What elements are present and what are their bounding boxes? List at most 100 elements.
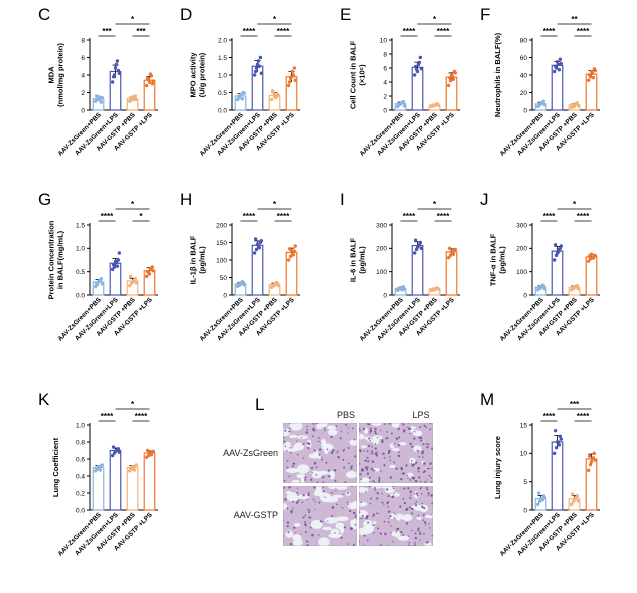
data-point bbox=[559, 61, 564, 66]
data-point bbox=[451, 77, 456, 81]
significance-label: ** bbox=[571, 15, 578, 24]
data-point bbox=[413, 238, 418, 242]
data-point bbox=[556, 62, 561, 67]
chart-panel-D: D MPO activity(U/g protein) 0.0 0.5 1.0 1.5 2.… bbox=[180, 5, 300, 158]
y-tick-label: 15 bbox=[520, 422, 528, 429]
data-point bbox=[576, 287, 581, 291]
y-tick-label: 300 bbox=[376, 222, 387, 229]
y-axis-label: Lung Coefficient bbox=[51, 437, 60, 497]
data-point bbox=[276, 93, 281, 98]
data-point bbox=[593, 68, 598, 73]
data-point bbox=[536, 491, 541, 495]
data-point bbox=[412, 73, 417, 77]
y-axis-label: Protein Concentrationin BALF(mg/mL) bbox=[47, 220, 65, 299]
data-point bbox=[116, 68, 121, 73]
data-point bbox=[587, 454, 592, 458]
significance-label: **** bbox=[243, 27, 256, 36]
y-tick-label: 200 bbox=[516, 246, 527, 253]
data-point bbox=[98, 278, 103, 282]
data-point bbox=[117, 251, 122, 255]
data-point bbox=[398, 285, 403, 290]
row-label-zsgreen: AAV-ZsGreen bbox=[223, 448, 278, 458]
data-point bbox=[110, 453, 115, 458]
data-point bbox=[576, 499, 581, 503]
data-point bbox=[117, 71, 122, 75]
panel-label: M bbox=[480, 390, 494, 409]
bar bbox=[445, 76, 458, 111]
data-point bbox=[254, 247, 259, 252]
data-point bbox=[557, 68, 562, 72]
data-point bbox=[419, 67, 424, 71]
significance-label: **** bbox=[577, 212, 590, 221]
data-point bbox=[540, 498, 545, 502]
chart-panel-H: HIL-1β in BALF(pg/mL)050100150200AAV-ZsG… bbox=[180, 190, 300, 343]
data-point bbox=[286, 258, 291, 262]
data-point bbox=[253, 69, 258, 74]
bar bbox=[585, 458, 598, 511]
y-axis-label: MDA(nmol/mg protein) bbox=[47, 43, 65, 107]
data-point bbox=[289, 248, 294, 252]
chart-panel-G: G Protein Concentrationin BALF(mg/mL) 0.0 0… bbox=[38, 190, 158, 343]
y-tick-label: 2 bbox=[383, 93, 387, 100]
significance-label: * bbox=[433, 15, 437, 24]
data-point bbox=[100, 282, 105, 286]
data-point bbox=[98, 468, 103, 472]
y-tick-label: 0 bbox=[523, 507, 527, 514]
data-point bbox=[290, 69, 295, 74]
y-tick-label: 150 bbox=[216, 240, 227, 247]
bar bbox=[92, 466, 105, 511]
data-point bbox=[540, 283, 545, 287]
y-tick-label: 1.5 bbox=[218, 55, 227, 62]
significance-label: * bbox=[131, 15, 135, 24]
y-tick-label: 60 bbox=[520, 55, 528, 62]
significance-label: * bbox=[139, 212, 143, 221]
y-tick-label: 40 bbox=[520, 72, 528, 79]
panel-label: H bbox=[180, 190, 192, 209]
y-tick-label: 8 bbox=[81, 37, 85, 44]
data-point bbox=[145, 269, 150, 274]
significance-label: **** bbox=[437, 27, 450, 36]
y-tick-label: 0 bbox=[383, 292, 387, 299]
y-tick-label: 200 bbox=[376, 246, 387, 253]
panel-label: D bbox=[180, 5, 192, 24]
data-point bbox=[114, 62, 119, 67]
data-point bbox=[130, 464, 135, 469]
y-tick-label: 0.8 bbox=[76, 439, 85, 446]
data-point bbox=[270, 89, 275, 93]
data-point bbox=[252, 251, 257, 255]
y-tick-label: 0.5 bbox=[76, 269, 85, 276]
data-point bbox=[552, 69, 557, 74]
data-point bbox=[448, 253, 453, 258]
y-axis-label: TNF-α in BALF(pg/mL) bbox=[489, 233, 507, 286]
significance-label: **** bbox=[543, 412, 556, 421]
y-axis-label: IL-6 in BALF(pg/mL) bbox=[349, 238, 367, 283]
data-point bbox=[555, 251, 560, 255]
significance-label: **** bbox=[577, 27, 590, 36]
data-point bbox=[115, 59, 120, 63]
data-point bbox=[415, 69, 420, 74]
data-point bbox=[259, 71, 264, 75]
data-point bbox=[254, 66, 259, 70]
data-point bbox=[447, 76, 452, 80]
data-point bbox=[110, 80, 115, 84]
significance-label: **** bbox=[577, 412, 590, 421]
data-point bbox=[449, 73, 454, 77]
data-point bbox=[453, 247, 458, 252]
data-point bbox=[586, 259, 591, 263]
y-tick-label: 0 bbox=[383, 107, 387, 114]
y-tick-label: 4 bbox=[81, 72, 85, 79]
data-point bbox=[258, 55, 263, 60]
data-point bbox=[591, 456, 596, 460]
data-point bbox=[257, 64, 262, 68]
data-point bbox=[542, 287, 547, 291]
data-point bbox=[240, 97, 245, 101]
significance-label: **** bbox=[277, 212, 290, 221]
significance-label: *** bbox=[136, 27, 146, 36]
